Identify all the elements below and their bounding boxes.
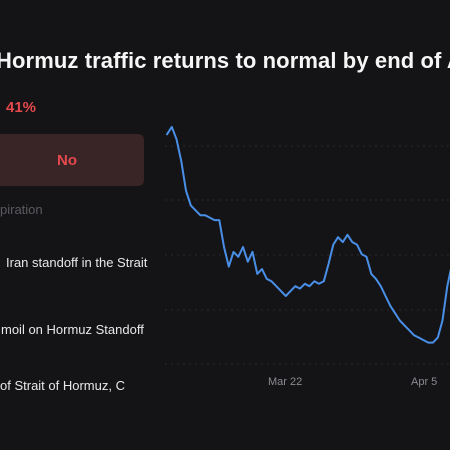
probability-value: 41% <box>6 99 37 116</box>
expiration-label: piration <box>0 202 43 217</box>
news-link-text: moil on Hormuz Standoff <box>1 322 144 337</box>
news-link-text: of Strait of Hormuz, C <box>0 378 125 393</box>
news-link[interactable]: moil on Hormuz Standoff <box>1 321 151 338</box>
market-title: Hormuz traffic returns to normal by end … <box>0 48 450 73</box>
no-button-label: No <box>57 151 77 169</box>
series-line <box>166 125 450 344</box>
x-tick-label: Apr 5 <box>411 376 438 388</box>
chart-gridlines <box>165 145 450 365</box>
news-link-text: Iran standoff in the Strait <box>6 255 148 270</box>
no-button[interactable]: No <box>0 134 144 186</box>
news-link[interactable]: Iran standoff in the Strait <box>6 254 156 271</box>
x-tick-label: Mar 22 <box>268 376 303 388</box>
news-link[interactable]: of Strait of Hormuz, C <box>0 377 150 394</box>
